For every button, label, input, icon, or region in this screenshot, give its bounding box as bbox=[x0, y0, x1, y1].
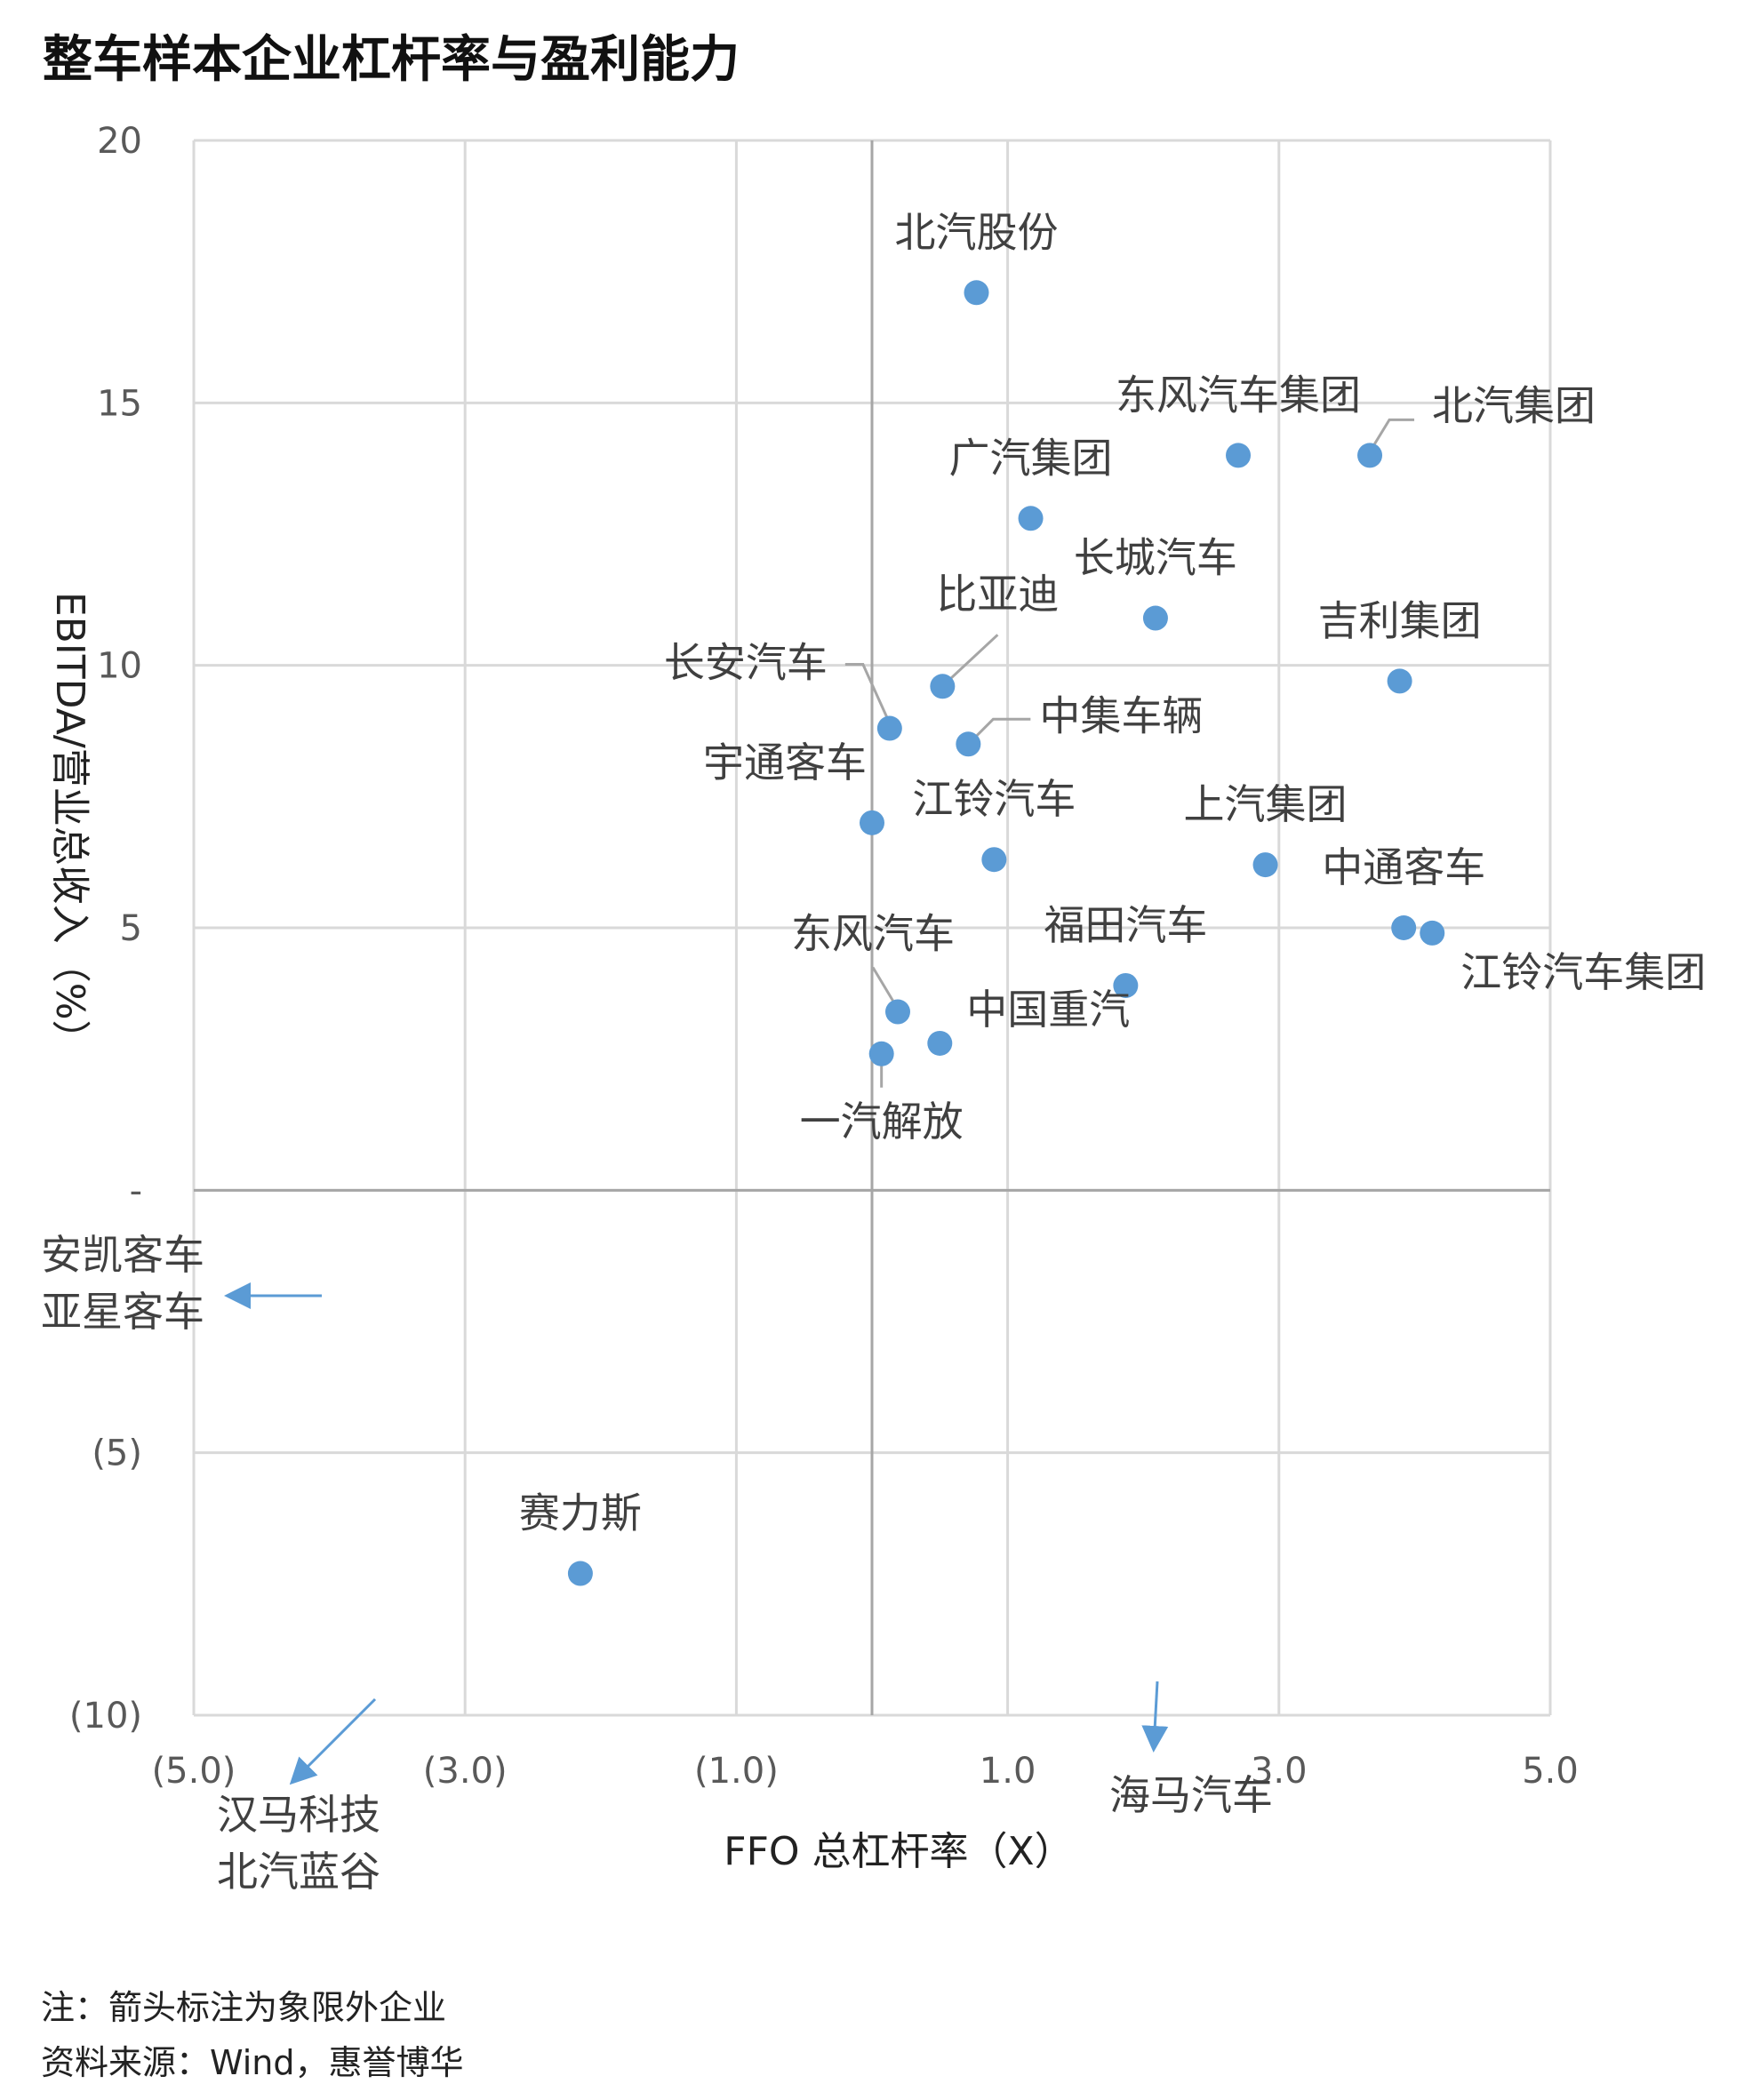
point-label: 一汽解放 bbox=[800, 1098, 964, 1146]
outside-arrow bbox=[1141, 1681, 1169, 1753]
point-label: 长安汽车 bbox=[664, 639, 828, 687]
data-point bbox=[927, 1030, 953, 1056]
point-label: 中国重汽 bbox=[966, 986, 1130, 1034]
leader-line bbox=[1368, 418, 1415, 453]
y-tick-label: 20 bbox=[97, 121, 142, 162]
y-axis-title: EBITDA/营业总收入（%） bbox=[47, 592, 92, 1059]
x-axis-title: FFO 总杠杆率（X） bbox=[724, 1829, 1073, 1874]
data-point bbox=[964, 280, 989, 306]
data-point bbox=[1252, 852, 1278, 878]
point-label: 江铃汽车集团 bbox=[1460, 948, 1706, 996]
data-source: 资料来源：Wind，惠誉博华 bbox=[41, 2043, 464, 2082]
outside-label: 亚星客车 bbox=[41, 1288, 204, 1336]
x-tick-label: 1.0 bbox=[980, 1751, 1036, 1792]
point-label: 福田汽车 bbox=[1044, 901, 1207, 949]
point-label: 东风汽车 bbox=[791, 910, 955, 958]
data-point bbox=[876, 715, 902, 741]
tick-labels: (5.0) (3.0) (1.0) 1.0 3.0 5.0 20 15 10 5 - (5) (10) bbox=[69, 121, 1579, 1792]
data-point bbox=[567, 1561, 593, 1586]
outside-arrow bbox=[289, 1697, 377, 1785]
data-points bbox=[567, 280, 1445, 1586]
y-tick-label: (5) bbox=[92, 1433, 142, 1474]
x-tick-label: (5.0) bbox=[152, 1751, 236, 1792]
point-label: 北汽股份 bbox=[895, 208, 1059, 256]
data-point bbox=[1387, 668, 1412, 694]
leader-line bbox=[871, 966, 896, 1004]
point-label: 广汽集团 bbox=[949, 434, 1113, 482]
data-point bbox=[956, 731, 981, 757]
x-tick-label: (1.0) bbox=[694, 1751, 779, 1792]
data-point bbox=[930, 674, 956, 699]
point-label: 赛力斯 bbox=[519, 1489, 642, 1537]
x-tick-label: 3.0 bbox=[1251, 1751, 1308, 1792]
y-tick-label: - bbox=[130, 1170, 142, 1211]
outside-label: 北汽蓝谷 bbox=[217, 1848, 380, 1896]
leader-line bbox=[945, 634, 999, 684]
chart-title: 整车样本企业杠杆率与盈利能力 bbox=[43, 31, 740, 89]
point-label: 上汽集团 bbox=[1184, 780, 1348, 828]
point-label: 东风汽车集团 bbox=[1116, 371, 1361, 419]
data-point bbox=[884, 999, 910, 1025]
point-label: 北汽集团 bbox=[1432, 381, 1596, 429]
data-point bbox=[1420, 920, 1445, 946]
data-point bbox=[1391, 915, 1417, 940]
outside-label: 海马汽车 bbox=[1109, 1771, 1273, 1819]
y-tick-label: 5 bbox=[120, 908, 142, 949]
y-tick-label: 15 bbox=[97, 383, 142, 424]
data-point bbox=[1142, 605, 1168, 631]
point-label: 江铃汽车 bbox=[912, 775, 1076, 823]
y-tick-label: (10) bbox=[69, 1696, 142, 1737]
data-point bbox=[1357, 443, 1383, 468]
point-label: 宇通客车 bbox=[703, 739, 867, 787]
outside-label: 汉马科技 bbox=[217, 1791, 380, 1839]
data-point bbox=[860, 810, 884, 835]
point-label: 比亚迪 bbox=[936, 570, 1059, 618]
chart-note: 注：箭头标注为象限外企业 bbox=[41, 1988, 447, 2027]
leader-line bbox=[844, 663, 890, 721]
y-tick-label: 10 bbox=[97, 646, 142, 687]
data-point bbox=[1113, 972, 1139, 998]
axes bbox=[194, 140, 1550, 1715]
x-tick-label: 5.0 bbox=[1522, 1751, 1579, 1792]
data-point bbox=[868, 1041, 894, 1066]
x-tick-label: (3.0) bbox=[423, 1751, 508, 1792]
point-label: 吉利集团 bbox=[1318, 596, 1482, 644]
leader-line bbox=[971, 717, 1031, 742]
point-label: 中通客车 bbox=[1322, 843, 1485, 891]
data-point bbox=[1226, 443, 1252, 468]
data-point bbox=[981, 847, 1007, 873]
point-label: 中集车辆 bbox=[1039, 691, 1203, 739]
data-point bbox=[1018, 506, 1044, 531]
outside-label: 安凯客车 bbox=[41, 1231, 204, 1279]
point-label: 长城汽车 bbox=[1074, 534, 1237, 582]
